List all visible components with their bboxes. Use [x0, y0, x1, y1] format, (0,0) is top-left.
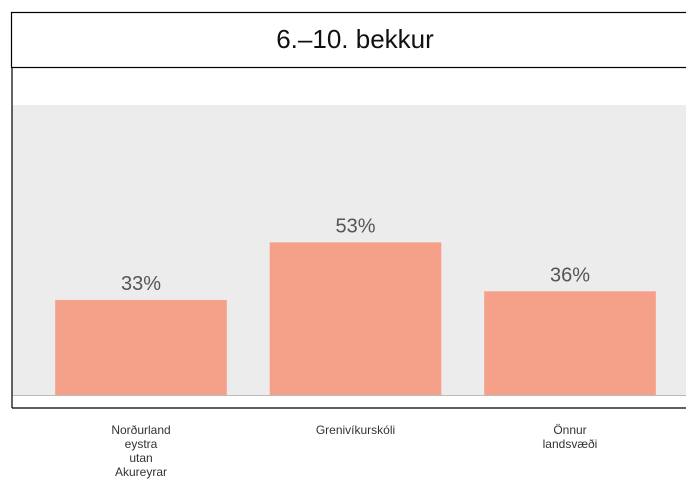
- value-label: 36%: [550, 265, 590, 287]
- x-tick-label: Norðurland eystra utan Akureyrar: [111, 423, 171, 479]
- bar: [55, 299, 227, 395]
- x-tick-label: Grenivíkurskóli: [315, 423, 396, 437]
- value-label: 53%: [335, 216, 375, 238]
- chart-title: 6.–10. bekkur: [276, 24, 434, 54]
- title-strip: [10, 11, 686, 69]
- value-label: 33%: [121, 273, 161, 295]
- bar: [484, 291, 656, 395]
- x-tick-label: Önnur landsvæði: [542, 423, 598, 451]
- bar: [269, 242, 442, 395]
